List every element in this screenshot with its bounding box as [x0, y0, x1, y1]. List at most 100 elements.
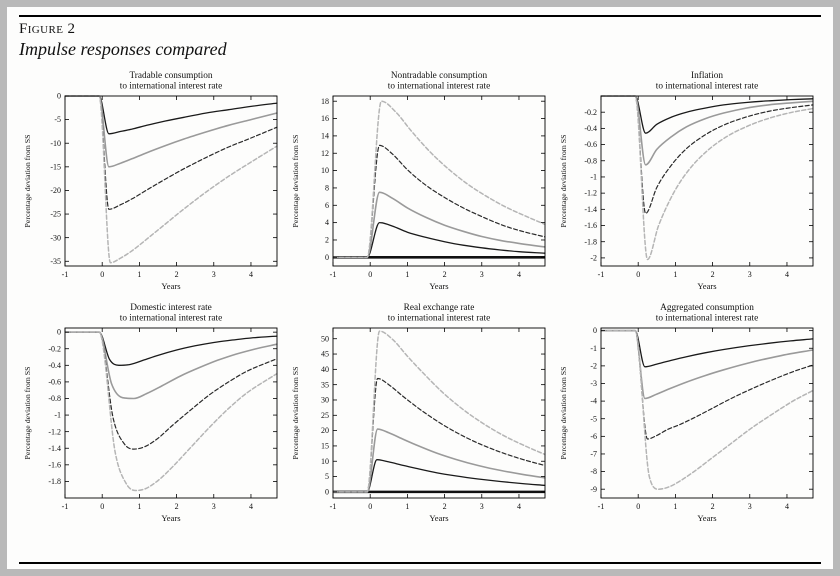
svg-text:Nontradable consumption: Nontradable consumption — [391, 71, 488, 81]
svg-text:0: 0 — [325, 487, 329, 496]
svg-text:Tradable consumption: Tradable consumption — [129, 71, 212, 81]
series-solid-gray — [600, 329, 814, 400]
series-lines — [64, 95, 278, 264]
svg-text:30: 30 — [321, 396, 329, 405]
series-dashed-black — [600, 330, 814, 440]
y-axis-label: Percentage deviation from SS — [559, 367, 568, 460]
svg-text:to international interest rate: to international interest rate — [656, 82, 758, 92]
series-solid-gray — [64, 95, 278, 168]
svg-text:-1.2: -1.2 — [584, 189, 597, 198]
svg-text:-5: -5 — [54, 115, 61, 124]
plot-box — [600, 95, 814, 267]
svg-text:45: 45 — [321, 350, 329, 359]
svg-text:1: 1 — [137, 270, 141, 279]
series-solid-black — [64, 331, 278, 366]
series-dashed-black — [64, 331, 278, 450]
svg-text:-1: -1 — [62, 270, 69, 279]
svg-text:3: 3 — [480, 270, 484, 279]
svg-text:-1: -1 — [62, 502, 69, 511]
svg-text:4: 4 — [249, 270, 253, 279]
series-dashed-gray — [600, 95, 814, 261]
plot-box — [600, 327, 814, 499]
plot-box — [64, 327, 278, 499]
series-solid-gray — [64, 331, 278, 400]
svg-text:2: 2 — [325, 236, 329, 245]
svg-text:4: 4 — [249, 502, 253, 511]
svg-text:-1: -1 — [598, 270, 605, 279]
series-dashed-black — [600, 95, 814, 214]
x-tick-labels: -1 0 1 2 3 4 — [62, 502, 253, 511]
x-tick-labels: -1 0 1 2 3 4 — [598, 502, 789, 511]
series-lines — [64, 331, 278, 492]
x-axis-ticks — [64, 96, 252, 266]
svg-text:-3: -3 — [590, 379, 597, 388]
series-dashed-gray — [332, 330, 546, 493]
plot-box — [64, 95, 278, 267]
svg-text:-1.2: -1.2 — [48, 427, 61, 436]
plot-box — [332, 327, 546, 499]
series-lines — [600, 95, 814, 261]
x-tick-labels: -1 0 1 2 3 4 — [330, 270, 521, 279]
svg-text:14: 14 — [321, 131, 329, 140]
svg-text:-7: -7 — [590, 450, 597, 459]
svg-text:-0.8: -0.8 — [584, 156, 597, 165]
svg-text:1: 1 — [405, 502, 409, 511]
svg-text:-1: -1 — [590, 344, 597, 353]
svg-text:2: 2 — [711, 502, 715, 511]
svg-text:0: 0 — [636, 270, 640, 279]
svg-text:0: 0 — [368, 502, 372, 511]
series-solid-black — [600, 95, 814, 134]
svg-text:1: 1 — [673, 270, 677, 279]
series-solid-black — [64, 95, 278, 135]
svg-text:3: 3 — [212, 270, 216, 279]
svg-text:2: 2 — [443, 270, 447, 279]
svg-text:-4: -4 — [590, 397, 597, 406]
series-solid-black — [332, 459, 546, 493]
y-axis-ticks — [333, 338, 545, 493]
svg-text:Inflation: Inflation — [691, 70, 723, 81]
svg-text:1: 1 — [673, 502, 677, 511]
y-tick-labels: -0.2 -0.4 -0.6 -0.8 -1 -1.2 -1.4 -1.6 -1.8 -2 — [584, 108, 597, 263]
y-axis-ticks — [65, 331, 277, 482]
series-lines — [332, 100, 546, 259]
series-solid-gray — [332, 191, 546, 259]
svg-text:0: 0 — [57, 92, 61, 101]
svg-text:-0.2: -0.2 — [584, 108, 597, 117]
y-tick-labels: 0 5 10 15 20 25 30 35 40 45 50 — [321, 334, 329, 496]
x-axis-label: Years — [697, 513, 717, 523]
series-dashed-black — [64, 95, 278, 210]
svg-text:-2: -2 — [590, 254, 597, 263]
svg-text:-0.4: -0.4 — [584, 124, 597, 133]
svg-text:Real exchange rate: Real exchange rate — [404, 303, 475, 313]
svg-text:0: 0 — [325, 253, 329, 262]
svg-text:-5: -5 — [590, 414, 597, 423]
svg-text:-1: -1 — [590, 173, 597, 182]
svg-text:-1: -1 — [598, 502, 605, 511]
svg-text:-0.6: -0.6 — [584, 140, 597, 149]
svg-text:12: 12 — [321, 149, 329, 158]
series-solid-gray — [600, 95, 814, 166]
svg-text:to international interest rate: to international interest rate — [120, 82, 222, 92]
y-axis-label: Percentage deviation from SS — [559, 135, 568, 228]
x-axis-ticks — [332, 96, 520, 266]
x-axis-ticks — [332, 328, 520, 498]
y-axis-ticks — [333, 100, 545, 258]
x-axis-label: Years — [429, 281, 449, 291]
svg-text:4: 4 — [517, 270, 521, 279]
svg-text:2: 2 — [443, 502, 447, 511]
top-rule — [19, 15, 821, 17]
svg-text:3: 3 — [748, 270, 752, 279]
y-axis-label: Percentage deviation from SS — [23, 367, 32, 460]
figure-title: Impulse responses compared — [19, 39, 227, 59]
svg-text:-1: -1 — [330, 502, 337, 511]
series-solid-black — [600, 329, 814, 368]
svg-text:1: 1 — [137, 502, 141, 511]
x-axis-label: Years — [697, 281, 717, 291]
